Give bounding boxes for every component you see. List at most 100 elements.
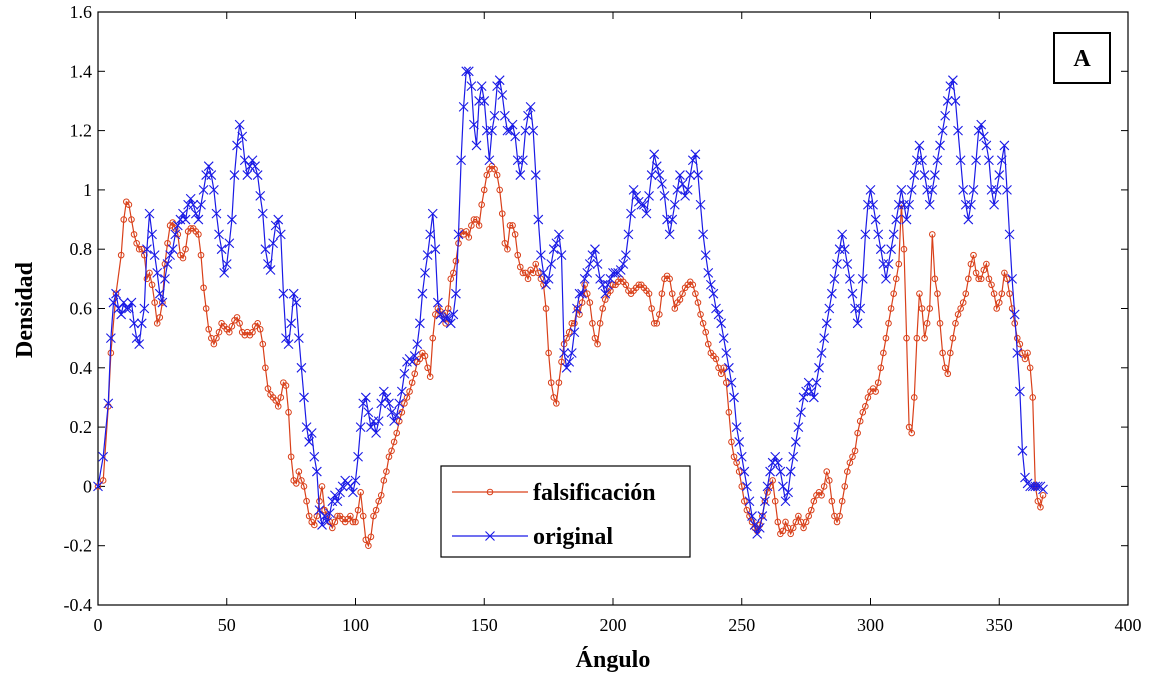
data-point [388, 447, 395, 455]
data-point [579, 273, 590, 284]
data-point [1001, 269, 1008, 277]
data-point [1004, 229, 1015, 240]
data-point [311, 521, 318, 529]
data-point [877, 364, 885, 372]
data-point [318, 483, 326, 490]
data-point [818, 491, 825, 499]
y-tick-label: 1.6 [70, 2, 93, 22]
data-point [171, 225, 179, 232]
data-point [118, 297, 129, 308]
data-point [839, 244, 850, 255]
data-point [144, 208, 155, 219]
x-tick-label: 150 [471, 615, 498, 635]
data-point [850, 303, 860, 314]
data-point [589, 320, 596, 327]
data-point [935, 140, 945, 151]
data-point [671, 305, 679, 312]
data-point [846, 459, 854, 466]
data-point [373, 416, 384, 427]
data-point [125, 201, 133, 209]
data-point [571, 320, 578, 327]
data-point [254, 320, 261, 327]
data-point [882, 334, 890, 342]
data-point [600, 288, 611, 299]
data-point [451, 288, 461, 299]
data-point [641, 208, 652, 219]
data-point [886, 244, 896, 255]
data-point [216, 244, 227, 255]
data-point [578, 299, 586, 306]
data-point [748, 518, 756, 526]
data-point [506, 222, 514, 229]
data-point [801, 386, 812, 397]
data-point [433, 297, 443, 308]
data-point [872, 388, 879, 395]
data-point [903, 334, 910, 342]
data-point [994, 170, 1005, 180]
data-point [226, 328, 233, 336]
data-point [300, 483, 308, 490]
data-point [747, 511, 757, 521]
data-point [146, 269, 153, 277]
data-point [916, 290, 923, 297]
data-point [564, 356, 575, 367]
data-point [725, 408, 733, 416]
data-point [332, 496, 343, 507]
data-point [142, 244, 152, 255]
data-point [190, 208, 201, 219]
data-point [306, 428, 317, 438]
data-point [770, 451, 781, 462]
data-point [895, 260, 903, 268]
data-point [510, 131, 521, 142]
data-point [255, 190, 266, 201]
data-point [702, 328, 710, 336]
data-point [991, 185, 1002, 195]
legend-label: falsificación [533, 480, 656, 506]
data-point [816, 348, 827, 358]
data-point [890, 290, 897, 297]
data-point [1027, 481, 1038, 492]
data-point [857, 273, 868, 284]
data-point [689, 281, 697, 289]
data-point [698, 229, 709, 240]
data-point [108, 297, 119, 308]
data-point [277, 394, 285, 401]
data-point [636, 199, 647, 210]
data-point [448, 309, 459, 320]
data-point [426, 373, 434, 380]
data-point [278, 288, 289, 299]
data-point [783, 487, 793, 498]
data-point [826, 477, 833, 484]
data-point [406, 388, 413, 395]
data-point [968, 185, 979, 195]
data-point [947, 349, 954, 357]
data-point [981, 140, 992, 151]
data-point [453, 229, 464, 240]
data-point [847, 288, 858, 299]
data-point [594, 340, 601, 348]
x-tick-label: 350 [986, 615, 1013, 635]
data-point [704, 340, 712, 348]
data-point [918, 305, 926, 312]
data-point [210, 340, 218, 348]
data-point [287, 453, 295, 461]
y-tick-label: -0.2 [64, 536, 93, 556]
data-point [479, 96, 490, 106]
data-point [940, 110, 951, 121]
data-point [348, 487, 358, 498]
data-point [93, 481, 103, 492]
data-point [149, 250, 160, 261]
data-point [555, 379, 563, 386]
data-point [247, 155, 258, 166]
data-point [139, 303, 150, 314]
data-point [950, 96, 961, 106]
data-point [934, 290, 941, 297]
data-point [462, 228, 470, 235]
data-point [780, 496, 791, 507]
data-point [561, 362, 572, 373]
data-point [435, 309, 446, 320]
data-point [875, 244, 886, 255]
data-point [147, 229, 157, 240]
data-point [789, 524, 797, 532]
data-point [264, 385, 272, 392]
